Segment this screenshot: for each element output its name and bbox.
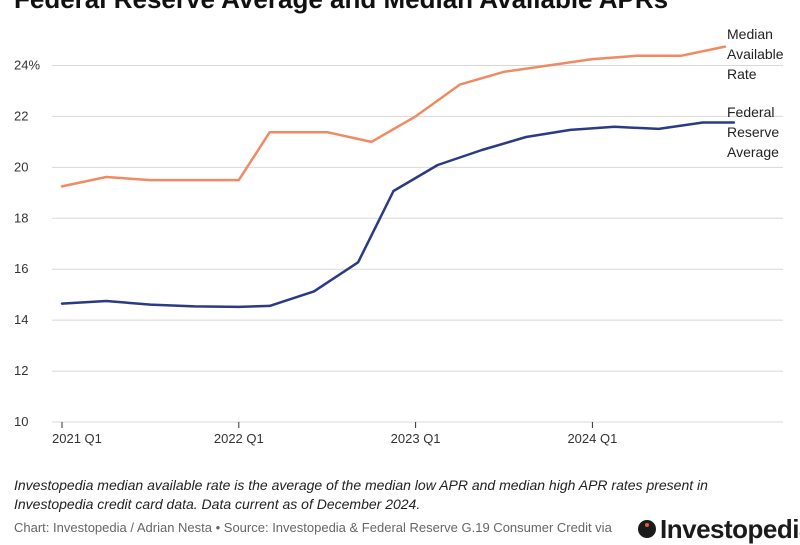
- series-label: Available: [727, 46, 784, 62]
- series-line-federal-reserve-average: [62, 123, 734, 307]
- y-tick-label: 20: [14, 159, 28, 174]
- logo-icon: [638, 520, 656, 538]
- y-tick-label: 10: [14, 414, 28, 429]
- x-tick-label: 2023 Q1: [391, 431, 441, 446]
- x-tick-label: 2021 Q1: [52, 431, 102, 446]
- series-label: Average: [727, 144, 779, 160]
- x-tick-label: 2022 Q1: [214, 431, 264, 446]
- investopedia-logo: Investopedia: [638, 517, 800, 541]
- series-label: Reserve: [727, 124, 779, 140]
- series-label: Rate: [727, 66, 757, 82]
- y-tick-label: 22: [14, 108, 28, 123]
- y-tick-label: 24%: [14, 57, 40, 72]
- y-tick-label: 18: [14, 210, 28, 225]
- series-label: Median: [727, 26, 773, 42]
- y-tick-label: 14: [14, 312, 28, 327]
- y-tick-label: 16: [14, 261, 28, 276]
- x-tick-label: 2024 Q1: [567, 431, 617, 446]
- chart-footnote: Investopedia median available rate is th…: [14, 476, 774, 514]
- line-chart: 24% 22 20 18 16 14 12 10 2021 Q1 2022 Q1 2023 Q1 20…: [0, 0, 800, 470]
- series-label: Federal: [727, 104, 774, 120]
- y-tick-label: 12: [14, 363, 28, 378]
- logo-text: Investopedia: [660, 514, 800, 545]
